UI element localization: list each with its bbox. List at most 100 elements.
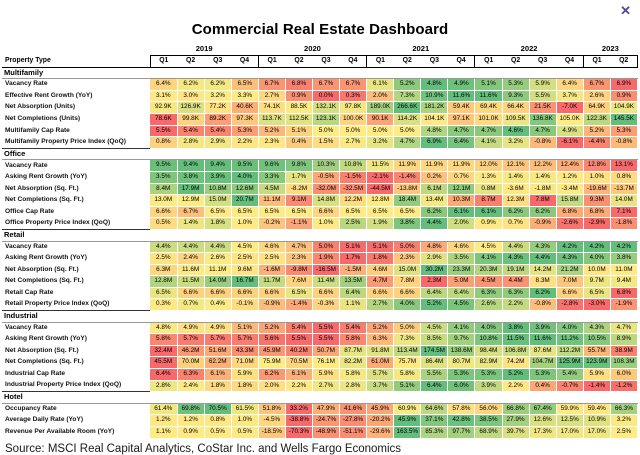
- heat-cell: 5.1%: [285, 125, 313, 138]
- heat-cell: 37.1%: [420, 414, 449, 427]
- heat-cell: 113.7K: [258, 113, 286, 126]
- heat-cell: 11.4M: [312, 275, 341, 288]
- heat-cell: 112.2M: [556, 345, 584, 358]
- heat-cell: 6.6%: [312, 287, 341, 300]
- heat-cell: 85.3%: [420, 426, 449, 439]
- heat-cell: 27.9%: [502, 414, 530, 427]
- heat-cell: 1.7%: [285, 171, 313, 184]
- heat-cell: -1.4%: [285, 298, 313, 312]
- heat-cell: 6.4%: [447, 287, 476, 300]
- heat-cell: 4.9%: [556, 125, 584, 138]
- table-row: Retail Property Price Index (QoQ) 0.3% 0.7…: [2, 298, 639, 312]
- heat-cell: 89.2K: [204, 113, 232, 126]
- heat-cell: 6.2%: [529, 206, 557, 219]
- table-row: Effective Rent Growth (YoY) 3.1% 3.0% 3.2% 3…: [2, 90, 639, 103]
- heat-cell: 10.0M: [583, 264, 611, 277]
- quarter-header-2021-Q4: Q4: [447, 55, 475, 68]
- heat-cell: 0.4%: [285, 136, 313, 149]
- heat-cell: 98.4M: [474, 345, 503, 358]
- quarter-header-2021-Q3: Q3: [420, 55, 448, 68]
- heat-cell: 45.9%: [366, 403, 395, 416]
- heat-cell: 123.9M: [583, 356, 611, 370]
- heat-cell: 12.6%: [529, 414, 557, 427]
- heat-cell: 5.5%: [150, 125, 178, 138]
- heat-cell: 4.0%: [474, 322, 503, 335]
- heat-cell: 1.1%: [150, 426, 178, 439]
- heat-cell: 10.8M: [204, 183, 232, 196]
- heat-cell: 1.1%: [339, 298, 368, 312]
- heat-cell: 70.5M: [285, 356, 313, 370]
- heat-cell: -2.1%: [366, 171, 395, 184]
- heat-cell: 5.7%: [366, 368, 395, 381]
- heat-cell: 4.2%: [556, 241, 584, 254]
- heat-cell: 2.2%: [231, 136, 259, 149]
- heat-cell: 14.2M: [529, 264, 557, 277]
- heat-cell: 5.1%: [231, 322, 259, 335]
- heat-cell: 4.2%: [610, 241, 639, 254]
- heat-cell: 5.8%: [339, 368, 368, 381]
- quarter-header-2019-Q4: Q4: [231, 55, 259, 68]
- heat-cell: 15.0M: [204, 194, 232, 207]
- heat-cell: 0.9%: [610, 90, 639, 103]
- heat-cell: 4.7M: [366, 275, 395, 288]
- heat-cell: 5.6%: [258, 333, 286, 346]
- heat-cell: 12.8M: [150, 275, 178, 288]
- heat-cell: 112.5K: [285, 113, 313, 126]
- heat-cell: 5.0%: [393, 241, 422, 254]
- year-header-2020: 2020: [258, 43, 367, 56]
- heat-cell: 13.1%: [610, 159, 639, 172]
- quarter-header-2020-Q3: Q3: [312, 55, 340, 68]
- heat-cell: 75.9M: [258, 356, 286, 370]
- heat-cell: 4.3%: [556, 252, 584, 265]
- heat-cell: 0.7%: [447, 171, 476, 184]
- heat-cell: 3.8%: [502, 322, 530, 335]
- heat-cell: 57.8%: [447, 403, 476, 416]
- heat-cell: -1.9%: [610, 298, 639, 312]
- heat-cell: 1.4%: [529, 171, 557, 184]
- heat-cell: 6.2%: [177, 78, 205, 91]
- heat-cell: -0.9%: [529, 217, 557, 230]
- heat-cell: 14.0M: [204, 275, 232, 288]
- heat-cell: 6.8%: [610, 287, 639, 300]
- heat-cell: 6.4%: [150, 78, 178, 91]
- heat-cell: 6.4%: [556, 78, 584, 91]
- heat-cell: 11.6%: [529, 333, 557, 346]
- heat-cell: 163.5%: [393, 426, 422, 439]
- heat-cell: 77.2K: [204, 101, 232, 114]
- heat-cell: 9.8%: [285, 159, 313, 172]
- table-row: Asking Rent Growth (YoY) 2.5% 2.4% 2.6% 2.5%…: [2, 252, 639, 265]
- heat-cell: 3.9%: [204, 171, 232, 184]
- table-row: Multifamily Cap Rate 5.5% 5.4% 5.4% 5.3% 5.2%…: [2, 125, 639, 138]
- heat-cell: 23.3M: [447, 264, 476, 277]
- heat-cell: 6.6%: [312, 206, 341, 219]
- heat-cell: 8.5%: [420, 333, 449, 346]
- heat-cell: 9.1M: [285, 194, 313, 207]
- heat-cell: 2.4%: [177, 252, 205, 265]
- heat-cell: 5.4%: [285, 322, 313, 335]
- heat-cell: -1.6M: [258, 264, 286, 277]
- heat-cell: 5.5%: [529, 90, 557, 103]
- heat-cell: 2.2%: [285, 380, 313, 393]
- heat-cell: 2.5%: [231, 252, 259, 265]
- heat-cell: 2.3M: [420, 275, 449, 288]
- heat-cell: 17.9M: [177, 183, 205, 196]
- heat-cell: 9.3%: [502, 90, 530, 103]
- heat-cell: 2.6%: [583, 90, 611, 103]
- heat-cell: 42.8%: [447, 414, 476, 427]
- heat-cell: 12.8%: [583, 159, 611, 172]
- close-icon[interactable]: ✕: [620, 3, 631, 18]
- heat-cell: 61.4%: [150, 403, 178, 416]
- heat-cell: 6.2%: [420, 206, 449, 219]
- heat-cell: 0.3%: [150, 298, 178, 312]
- heat-cell: 0.5%: [231, 426, 259, 439]
- heat-cell: 0.8%: [610, 171, 639, 184]
- heat-cell: 4.8%: [150, 322, 178, 335]
- row-label: Vacancy Rate: [5, 161, 48, 169]
- heat-cell: 4.3%: [502, 252, 530, 265]
- heat-cell: 4.7%: [393, 136, 422, 149]
- heat-cell: 2.5%: [339, 217, 368, 230]
- heat-cell: -20.2%: [366, 414, 395, 427]
- heat-cell: 4.7%: [285, 241, 313, 254]
- dashboard-table: 2019 2020 2021 2022 2023 Property Type Q1 Q2 Q3 Q…: [2, 43, 639, 439]
- heat-cell: 5.4%: [177, 125, 205, 138]
